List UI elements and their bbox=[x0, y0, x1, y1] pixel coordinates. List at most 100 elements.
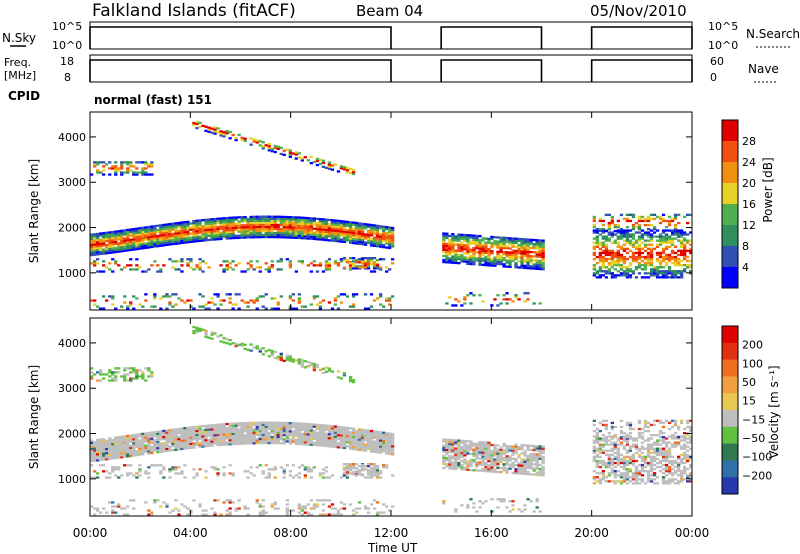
heatmap-cell bbox=[354, 293, 359, 296]
heatmap-cell bbox=[213, 130, 217, 133]
heatmap-cell bbox=[493, 258, 497, 261]
heatmap-cell bbox=[258, 270, 262, 273]
heatmap-cell bbox=[517, 508, 521, 511]
heatmap-cell bbox=[351, 437, 356, 440]
heatmap-cell bbox=[201, 439, 205, 442]
heatmap-cell bbox=[147, 435, 151, 439]
heatmap-cell bbox=[610, 463, 614, 467]
heatmap-cell bbox=[658, 251, 663, 255]
heatmap-cell bbox=[102, 452, 106, 455]
heatmap-cell bbox=[195, 433, 199, 437]
heatmap-cell bbox=[631, 235, 636, 238]
heatmap-cell bbox=[442, 232, 446, 235]
heatmap-cell bbox=[120, 239, 124, 243]
heatmap-cell bbox=[616, 243, 620, 246]
colorbar-tick-label: 20 bbox=[742, 177, 756, 190]
heatmap-cell bbox=[523, 266, 527, 270]
heatmap-cell bbox=[294, 230, 298, 233]
heatmap-cell bbox=[360, 265, 365, 268]
heatmap-cell bbox=[502, 457, 506, 460]
heatmap-cell bbox=[375, 228, 380, 232]
heatmap-cell bbox=[117, 169, 121, 172]
heatmap-cell bbox=[105, 237, 109, 241]
heatmap-cell bbox=[598, 455, 602, 458]
heatmap-cell bbox=[201, 295, 205, 298]
heatmap-cell bbox=[463, 446, 467, 449]
heatmap-cell bbox=[306, 468, 310, 471]
heatmap-cell bbox=[342, 466, 347, 469]
heatmap-cell bbox=[379, 293, 383, 296]
heatmap-cell bbox=[469, 258, 473, 262]
heatmap-cell bbox=[108, 501, 112, 504]
heatmap-cell bbox=[276, 232, 280, 235]
heatmap-cell bbox=[484, 441, 488, 444]
heatmap-cell bbox=[342, 230, 347, 233]
heatmap-cell bbox=[448, 463, 452, 466]
heatmap-cell bbox=[677, 233, 681, 236]
heatmap-cell bbox=[351, 257, 356, 260]
heatmap-cell bbox=[321, 270, 326, 273]
heatmap-cell bbox=[366, 261, 371, 264]
heatmap-cell bbox=[493, 260, 497, 263]
heatmap-cell bbox=[655, 243, 660, 246]
heatmap-cell bbox=[237, 133, 241, 136]
heatmap-cell bbox=[192, 228, 196, 231]
heatmap-cell bbox=[354, 434, 359, 437]
heatmap-cell bbox=[213, 224, 217, 227]
heatmap-cell bbox=[664, 235, 669, 238]
heatmap-cell bbox=[673, 251, 678, 255]
heatmap-cell bbox=[466, 258, 470, 261]
heatmap-cell bbox=[625, 468, 630, 471]
heatmap-cell bbox=[475, 444, 479, 448]
heatmap-cell bbox=[228, 131, 232, 134]
heatmap-cell bbox=[288, 232, 292, 235]
heatmap-cell bbox=[93, 457, 97, 460]
heatmap-cell bbox=[451, 251, 455, 254]
heatmap-cell bbox=[330, 307, 335, 310]
heatmap-cell bbox=[523, 240, 527, 243]
heatmap-cell bbox=[448, 467, 452, 470]
heatmap-cell bbox=[234, 293, 238, 296]
heatmap-cell bbox=[631, 245, 636, 248]
heatmap-cell bbox=[234, 440, 238, 443]
heatmap-cell bbox=[490, 250, 494, 253]
heatmap-cell bbox=[667, 272, 672, 275]
heatmap-cell bbox=[673, 237, 678, 240]
heatmap-cell bbox=[210, 222, 214, 225]
heatmap-cell bbox=[469, 256, 473, 260]
heatmap-cell bbox=[306, 511, 310, 514]
heatmap-cell bbox=[195, 221, 199, 224]
heatmap-cell bbox=[93, 447, 97, 450]
heatmap-cell bbox=[595, 480, 599, 483]
heatmap-cell bbox=[285, 509, 289, 512]
heatmap-cell bbox=[607, 272, 611, 275]
heatmap-cell bbox=[532, 469, 536, 472]
heatmap-cell bbox=[225, 225, 229, 228]
heatmap-cell bbox=[321, 440, 326, 443]
heatmap-cell bbox=[252, 429, 256, 433]
power-colorbar-label: Power [dB] bbox=[761, 157, 775, 222]
heatmap-cell bbox=[105, 454, 109, 457]
heatmap-cell bbox=[466, 460, 470, 463]
heatmap-cell bbox=[261, 221, 265, 224]
heatmap-cell bbox=[448, 238, 452, 242]
heatmap-cell bbox=[318, 426, 323, 429]
heatmap-cell bbox=[213, 303, 217, 306]
heatmap-cell bbox=[210, 218, 214, 221]
heatmap-cell bbox=[180, 223, 184, 226]
heatmap-cell bbox=[300, 218, 304, 221]
heatmap-cell bbox=[162, 437, 166, 441]
heatmap-cell bbox=[144, 228, 148, 231]
heatmap-cell bbox=[613, 274, 617, 277]
heatmap-cell bbox=[231, 230, 235, 234]
heatmap-cell bbox=[312, 435, 316, 438]
heatmap-cell bbox=[99, 252, 103, 256]
heatmap-cell bbox=[652, 231, 657, 234]
heatmap-cell bbox=[388, 452, 392, 456]
heatmap-cell bbox=[610, 441, 614, 444]
heatmap-cell bbox=[144, 270, 148, 273]
heatmap-cell bbox=[369, 474, 374, 477]
heatmap-cell bbox=[457, 300, 461, 303]
heatmap-cell bbox=[243, 424, 247, 427]
heatmap-cell bbox=[252, 215, 256, 218]
